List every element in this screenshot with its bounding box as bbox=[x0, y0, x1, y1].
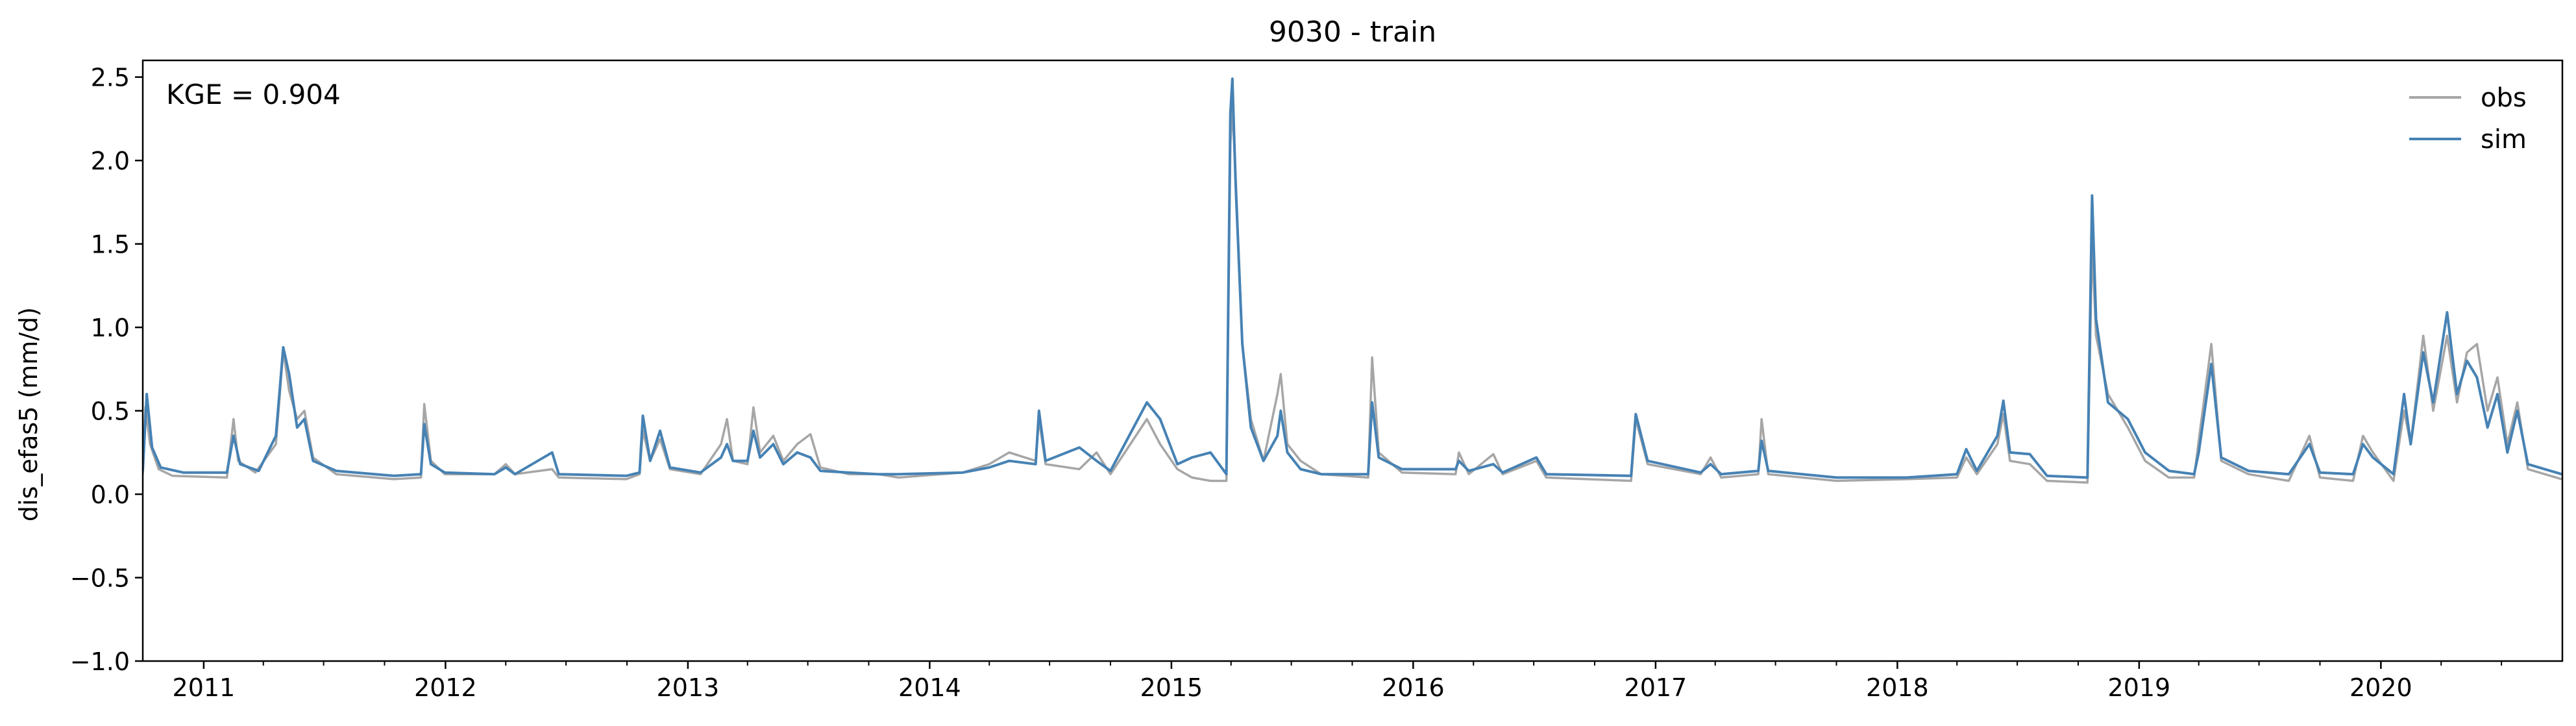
y-tick-label: 1.5 bbox=[91, 231, 130, 259]
legend-label-sim: sim bbox=[2481, 125, 2527, 155]
y-tick-label: 1.0 bbox=[91, 314, 130, 342]
plot-area bbox=[143, 77, 2562, 484]
series-line-obs bbox=[143, 106, 2562, 484]
y-tick-label: 0.5 bbox=[91, 397, 130, 426]
x-tick-label: 2011 bbox=[173, 673, 236, 702]
legend: obs sim bbox=[2409, 83, 2527, 155]
x-tick-label: 2013 bbox=[657, 673, 720, 702]
series-line-sim bbox=[143, 77, 2562, 479]
y-tick-label: −1.0 bbox=[70, 647, 130, 676]
plot-frame bbox=[141, 59, 2564, 662]
y-tick-label: 2.5 bbox=[91, 64, 130, 92]
y-tick-label: 0.0 bbox=[91, 481, 130, 509]
y-tick-label: 2.0 bbox=[91, 147, 130, 175]
kge-annotation: KGE = 0.904 bbox=[166, 79, 341, 110]
x-tick-label: 2016 bbox=[1382, 673, 1445, 702]
x-tick-label: 2019 bbox=[2108, 673, 2171, 702]
x-tick-label: 2017 bbox=[1625, 673, 1687, 702]
legend-label-obs: obs bbox=[2481, 83, 2527, 113]
y-tick-label: −0.5 bbox=[70, 564, 130, 593]
x-tick-label: 2012 bbox=[414, 673, 477, 702]
x-tick-label: 2014 bbox=[898, 673, 961, 702]
x-tick-label: 2015 bbox=[1140, 673, 1203, 702]
x-tick-label: 2018 bbox=[1866, 673, 1929, 702]
chart-title: 9030 - train bbox=[1269, 16, 1436, 49]
y-axis-label-group: dis_efas5 (mm/d) bbox=[14, 307, 43, 521]
y-axis-label: dis_efas5 (mm/d) bbox=[14, 307, 43, 521]
x-tick-label: 2020 bbox=[2349, 673, 2412, 702]
y-axis: −1.0 −0.5 0.0 0.5 1.0 1.5 2.0 2.5 bbox=[70, 64, 143, 676]
x-axis: 2011 2012 2013 2014 2015 2016 2017 2018 2019 2020 bbox=[173, 661, 2503, 702]
